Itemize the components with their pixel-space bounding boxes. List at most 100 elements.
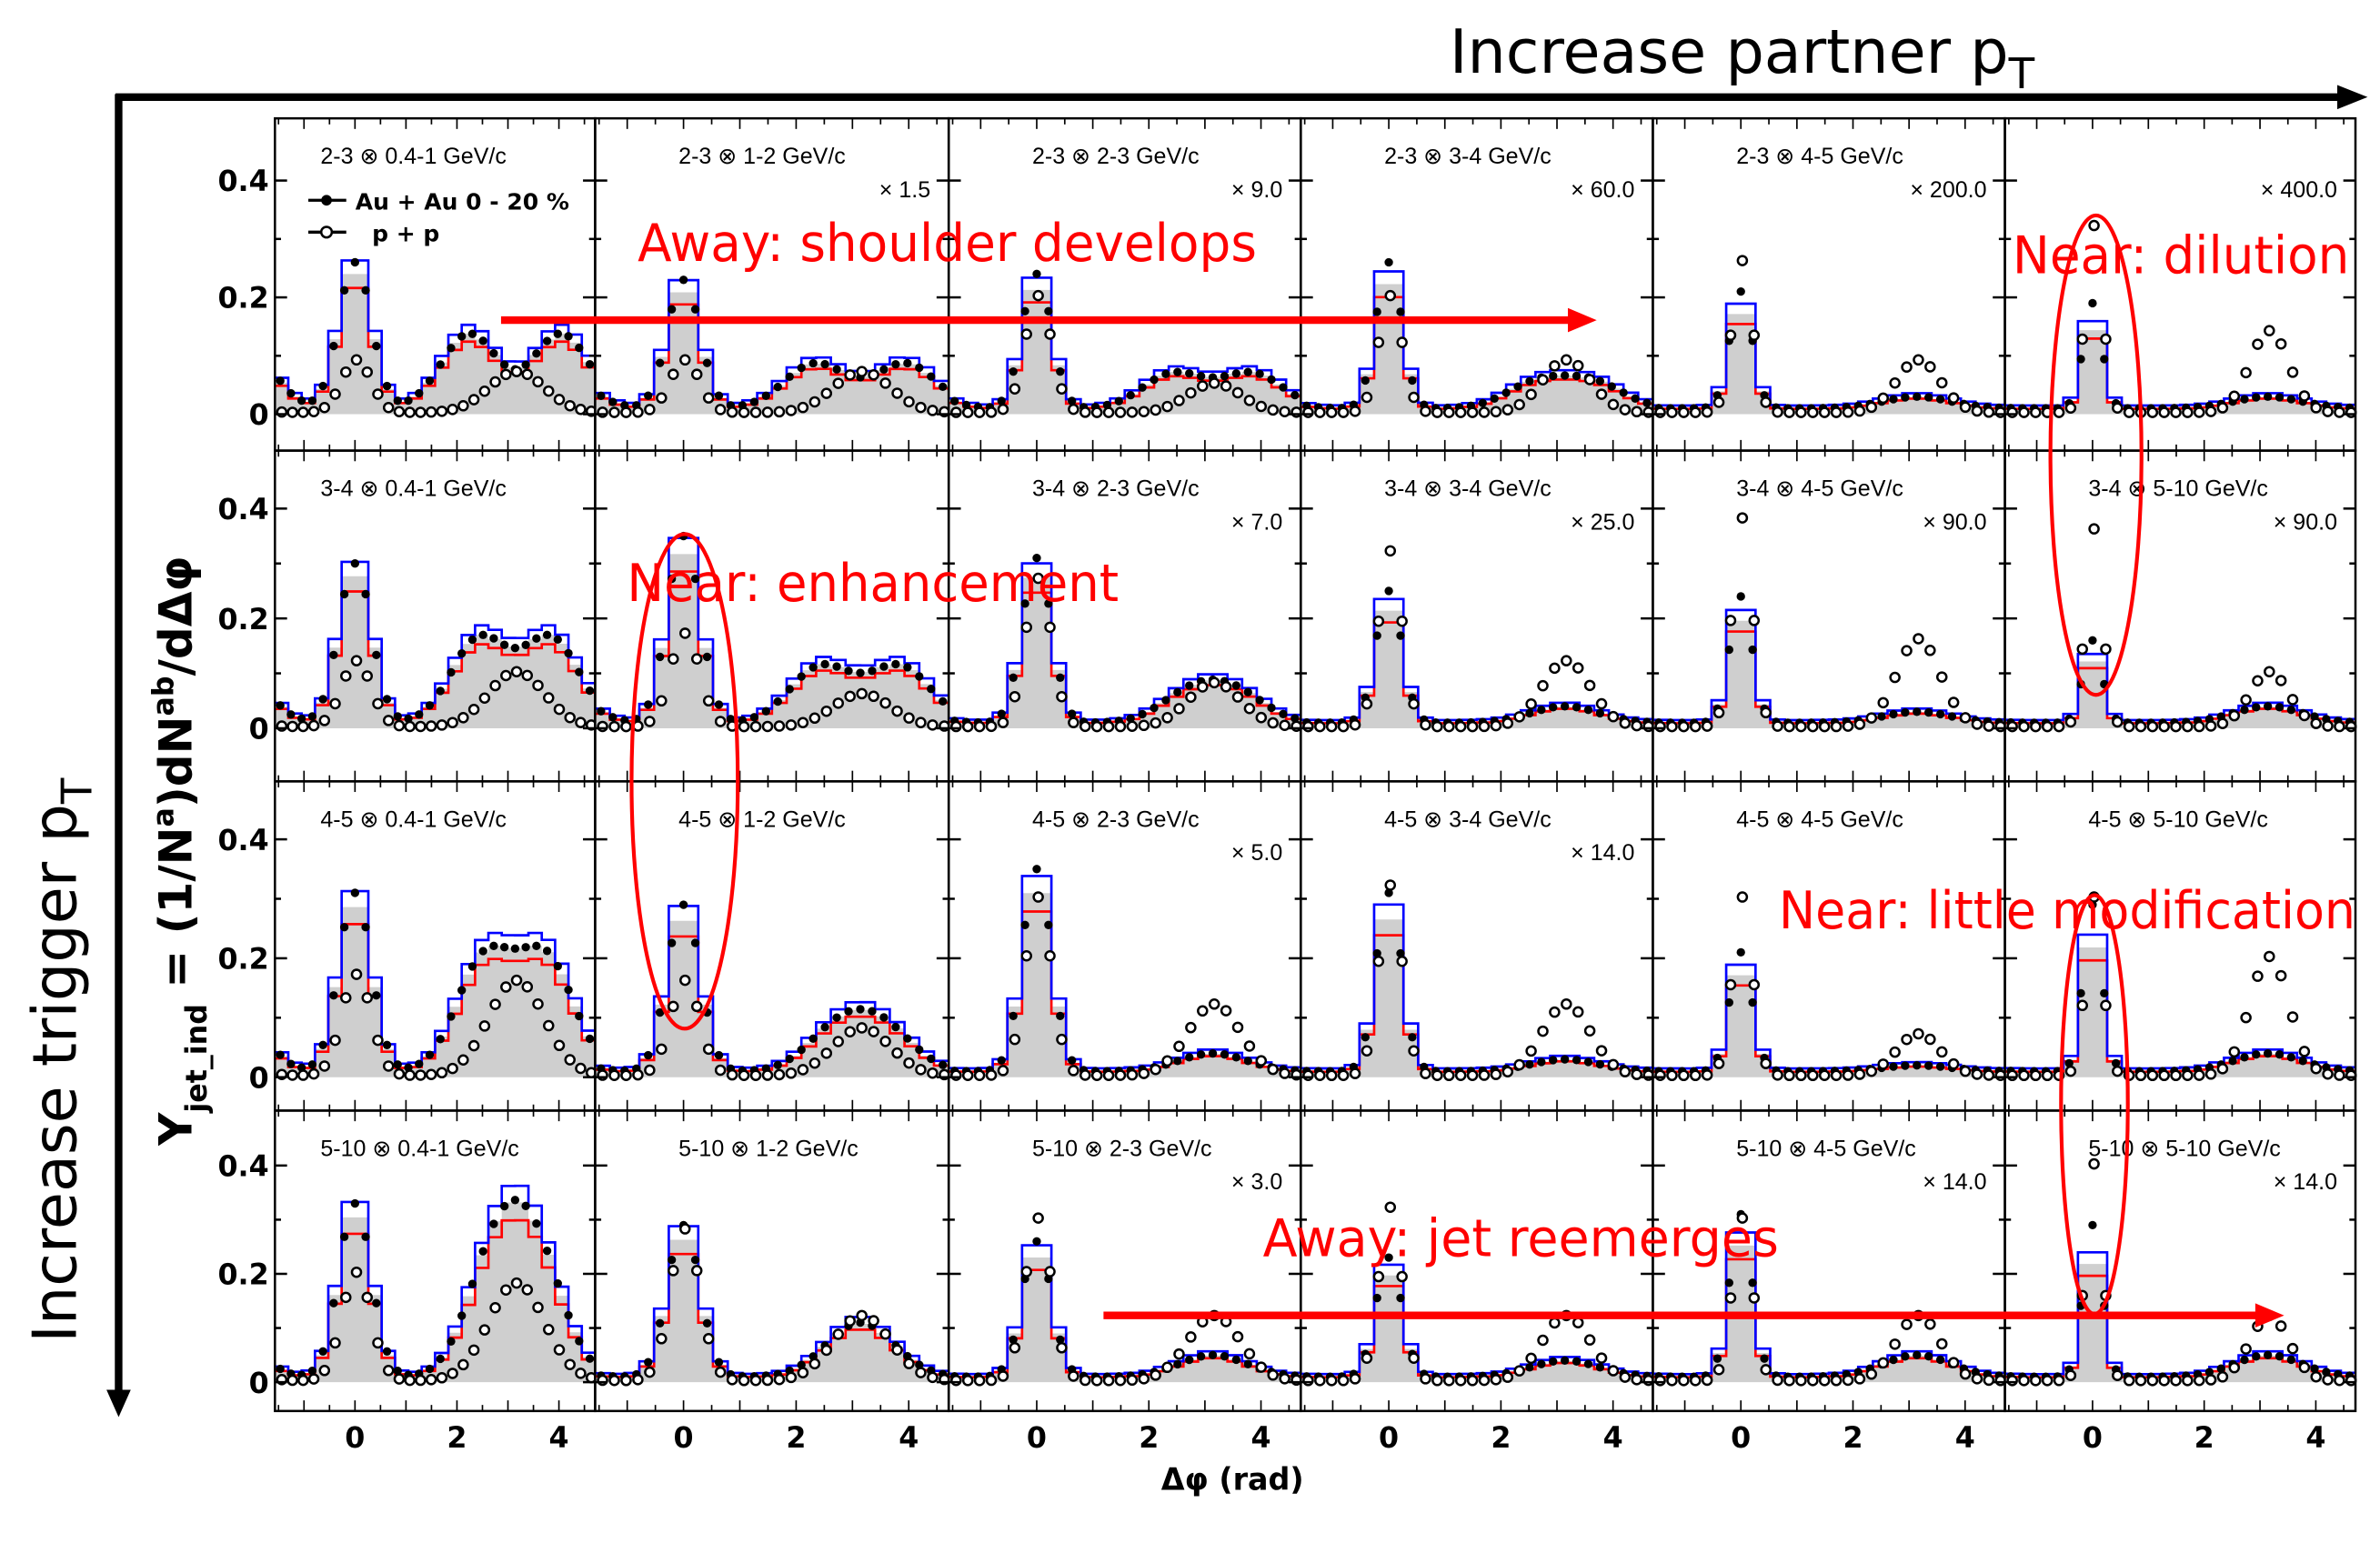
auau-systematic-band — [275, 1202, 596, 1383]
auau-data-point — [1372, 948, 1381, 958]
auau-data-point — [773, 696, 782, 706]
auau-data-point — [1901, 1061, 1910, 1070]
pp-data-point — [879, 1328, 891, 1340]
auau-data-point — [1384, 586, 1393, 596]
pp-data-point — [2204, 406, 2217, 417]
pp-data-point — [2216, 1063, 2229, 1075]
pp-data-point — [489, 998, 501, 1010]
pp-data-point — [329, 697, 341, 710]
pp-data-point — [1220, 681, 1232, 693]
pp-data-point — [457, 712, 469, 724]
pp-data-point — [1384, 1201, 1397, 1213]
auau-data-point — [702, 652, 712, 662]
pp-data-point — [1748, 1292, 1761, 1304]
auau-data-point — [2252, 393, 2261, 402]
auau-data-point — [1736, 947, 1745, 957]
pp-data-point — [1736, 512, 1749, 524]
pp-data-point — [903, 396, 915, 408]
auau-data-point — [350, 257, 360, 267]
auau-data-point — [2252, 1352, 2261, 1361]
pp-data-point — [2193, 720, 2205, 733]
pp-data-point — [436, 719, 448, 731]
panel-label: 2-3 ⊗ 3-4 GeV/c — [1384, 144, 1552, 169]
y-tick-label: 0.2 — [217, 283, 268, 316]
pp-data-point — [1959, 712, 1972, 724]
auau-data-point — [808, 663, 818, 672]
auau-data-point — [499, 640, 509, 649]
panel: 3-4 ⊗ 0.4-1 GeV/c 0 0.2 0.4 — [217, 449, 598, 783]
pp-data-point — [903, 712, 915, 724]
auau-data-point — [553, 635, 562, 645]
pp-data-point — [985, 1374, 998, 1387]
y-tick-label: 0 — [249, 1062, 269, 1095]
pp-data-point — [478, 1324, 491, 1336]
pp-data-point — [1830, 1375, 1843, 1387]
auau-data-point — [785, 372, 794, 381]
auau-data-point — [521, 640, 530, 649]
pp-data-point — [1959, 401, 1972, 414]
pp-data-point — [1807, 406, 1819, 418]
auau-upper-bound-line — [275, 1184, 596, 1373]
pp-data-point — [656, 1333, 668, 1345]
pp-data-point — [425, 720, 437, 732]
pp-data-point — [1537, 679, 1549, 692]
auau-data-point — [339, 1232, 349, 1241]
pp-data-point — [1090, 720, 1103, 733]
auau-data-point — [575, 343, 584, 353]
pp-data-point — [2228, 1361, 2241, 1374]
pp-data-point — [489, 376, 501, 388]
pp-data-point — [961, 1375, 974, 1387]
auau-data-point — [597, 706, 606, 716]
pp-data-point — [1654, 1375, 1666, 1387]
pp-data-point — [856, 1022, 868, 1034]
pp-data-point — [856, 366, 868, 377]
near-little-ellipse — [2059, 893, 2130, 1317]
pp-data-point — [2240, 694, 2252, 706]
pp-data-point — [820, 1047, 833, 1059]
pp-data-point — [1079, 1069, 1091, 1081]
auau-data-point — [1396, 307, 1405, 316]
pp-data-point — [1009, 690, 1021, 703]
pp-data-point — [1443, 1069, 1455, 1082]
pp-data-point — [575, 404, 587, 416]
pp-data-point — [1478, 720, 1491, 733]
pp-data-point — [1724, 329, 1737, 341]
pp-data-point — [620, 406, 632, 418]
pp-data-point — [1701, 720, 1713, 732]
pp-data-point — [726, 406, 738, 418]
auau-data-point — [1748, 1278, 1757, 1288]
pp-data-point — [1314, 406, 1326, 418]
panel: × 400.0 — [2003, 116, 2357, 452]
pp-data-point — [2310, 1370, 2322, 1383]
pp-data-point — [361, 366, 373, 378]
pp-data-point — [318, 715, 331, 726]
auau-data-point — [510, 643, 520, 653]
pp-data-point — [726, 1068, 738, 1081]
pp-data-point — [1290, 720, 1302, 733]
auau-data-point — [1712, 1354, 1722, 1363]
pp-data-point — [2193, 1374, 2205, 1387]
pp-data-point — [307, 406, 320, 418]
pp-data-point — [856, 687, 868, 700]
pp-data-point — [844, 690, 856, 703]
auau-data-point — [532, 634, 541, 643]
x-tick-label: 4 — [549, 1422, 569, 1455]
pp-data-point — [2112, 1369, 2124, 1381]
pp-data-point — [1161, 712, 1173, 724]
pp-data-point — [415, 720, 427, 733]
auau-data-point — [510, 1196, 520, 1205]
auau-data-point — [1173, 687, 1182, 696]
pp-data-point — [2228, 709, 2241, 722]
auau-data-point — [393, 712, 402, 721]
auau-data-point — [436, 686, 445, 696]
pp-data-point — [997, 403, 1009, 416]
pp-data-point — [668, 653, 679, 665]
pp-data-point — [1126, 1374, 1139, 1387]
pp-data-point — [1947, 1357, 1960, 1368]
pp-data-point — [542, 1324, 555, 1336]
auau-data-point — [1208, 1048, 1218, 1058]
pp-data-point — [1795, 1375, 1807, 1387]
pp-data-point — [844, 1315, 856, 1327]
pp-data-point — [2088, 523, 2100, 535]
panel-scale-factor: × 90.0 — [2274, 509, 2337, 535]
